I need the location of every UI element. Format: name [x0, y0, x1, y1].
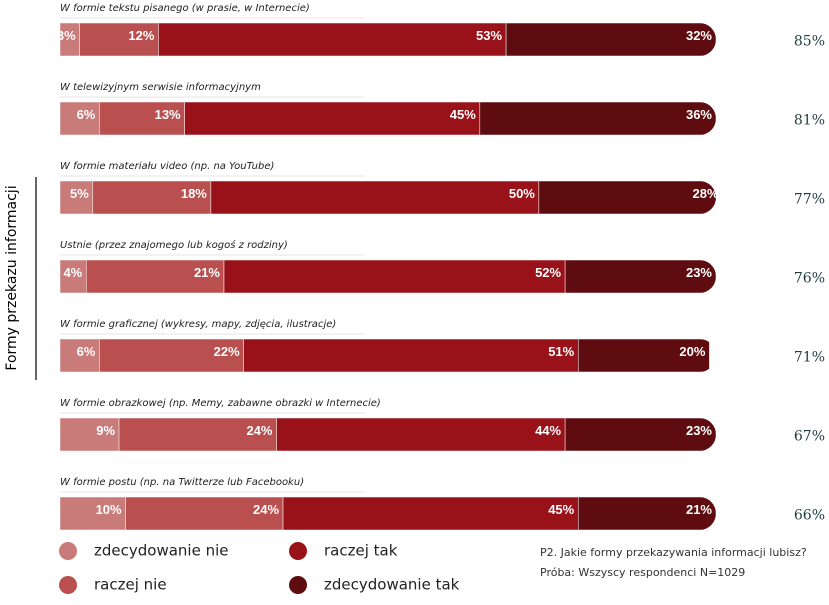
bar-segment: [577, 339, 710, 372]
bar-row: [60, 418, 716, 451]
legend-swatch: [59, 542, 77, 560]
bar-segment: [479, 102, 716, 135]
bar-row: [60, 181, 716, 214]
bar-segment: [60, 102, 100, 135]
total-label: 66%: [794, 508, 825, 524]
value-label: 51%: [548, 344, 574, 359]
value-label: 23%: [686, 265, 712, 280]
bar-segment: [125, 497, 284, 530]
bar-segment: [99, 339, 244, 372]
category-label: W formie graficznej (wykresy, mapy, zdję…: [60, 319, 336, 330]
legend-swatch: [289, 542, 307, 560]
value-label: 12%: [128, 28, 154, 43]
bar-row: [60, 339, 710, 372]
value-label: 23%: [686, 423, 712, 438]
bar-row: [60, 23, 716, 56]
legend-label: zdecydowanie tak: [324, 576, 460, 594]
bar-row: [60, 497, 716, 530]
bar-segment: [282, 497, 579, 530]
bar-segment: [243, 339, 579, 372]
legend-swatch: [289, 576, 307, 594]
value-label: 3%: [57, 28, 76, 43]
total-label: 85%: [794, 34, 825, 50]
category-label: W formie postu (np. na Twitterze lub Fac…: [60, 477, 304, 488]
total-label: 77%: [794, 192, 825, 208]
note: P2. Jakie formy przekazywania informacji…: [540, 546, 807, 559]
bar-segment: [505, 23, 716, 56]
category-label: W formie obrazkowej (np. Memy, zabawne o…: [60, 398, 381, 409]
bar-row: [60, 260, 716, 293]
value-label: 21%: [194, 265, 220, 280]
bar-segment: [538, 181, 716, 214]
bar-segment: [564, 260, 716, 293]
total-label: 76%: [794, 271, 825, 287]
legend-label: raczej tak: [324, 542, 398, 560]
value-label: 50%: [509, 186, 535, 201]
value-label: 24%: [246, 423, 272, 438]
value-label: 28%: [693, 186, 719, 201]
legend-swatch: [59, 576, 77, 594]
category-label: Ustnie (przez znajomego lub kogoś z rodz…: [60, 239, 288, 251]
value-label: 20%: [679, 344, 705, 359]
category-label: W formie tekstu pisanego (w prasie, w In…: [60, 3, 310, 14]
total-label: 81%: [794, 113, 825, 129]
value-label: 22%: [214, 344, 240, 359]
bar-segment: [158, 23, 507, 56]
total-label: 71%: [794, 350, 825, 366]
value-label: 18%: [181, 186, 207, 201]
value-label: 5%: [70, 186, 89, 201]
value-label: 21%: [686, 502, 712, 517]
value-label: 9%: [96, 423, 115, 438]
legend-label: raczej nie: [94, 576, 167, 594]
bar-segment: [223, 260, 566, 293]
value-label: 52%: [535, 265, 561, 280]
value-label: 13%: [155, 107, 181, 122]
bar-segment: [564, 418, 716, 451]
value-label: 45%: [548, 502, 574, 517]
bar-segment: [577, 497, 716, 530]
bar-row: [60, 102, 716, 135]
bar-segment: [85, 260, 225, 293]
bar-segment: [210, 181, 540, 214]
value-label: 45%: [450, 107, 476, 122]
value-label: 32%: [686, 28, 712, 43]
value-label: 6%: [77, 107, 96, 122]
value-label: 36%: [686, 107, 712, 122]
bar-segment: [99, 102, 185, 135]
bar-segment: [184, 102, 481, 135]
value-label: 53%: [476, 28, 502, 43]
note: Próba: Wszyscy respondenci N=1029: [540, 566, 745, 579]
category-label: W formie materiału video (np. na YouTube…: [60, 161, 274, 172]
bar-segment: [79, 23, 159, 56]
y-axis-label: Formy przekazu informacji: [4, 185, 20, 370]
bar-segment: [276, 418, 566, 451]
legend-label: zdecydowanie nie: [94, 542, 228, 560]
category-label: W telewizyjnym serwisie informacyjnym: [60, 82, 261, 93]
value-label: 4%: [63, 265, 82, 280]
value-label: 44%: [535, 423, 561, 438]
value-label: 10%: [96, 502, 122, 517]
value-label: 6%: [77, 344, 96, 359]
value-label: 24%: [253, 502, 279, 517]
total-label: 67%: [794, 429, 825, 445]
